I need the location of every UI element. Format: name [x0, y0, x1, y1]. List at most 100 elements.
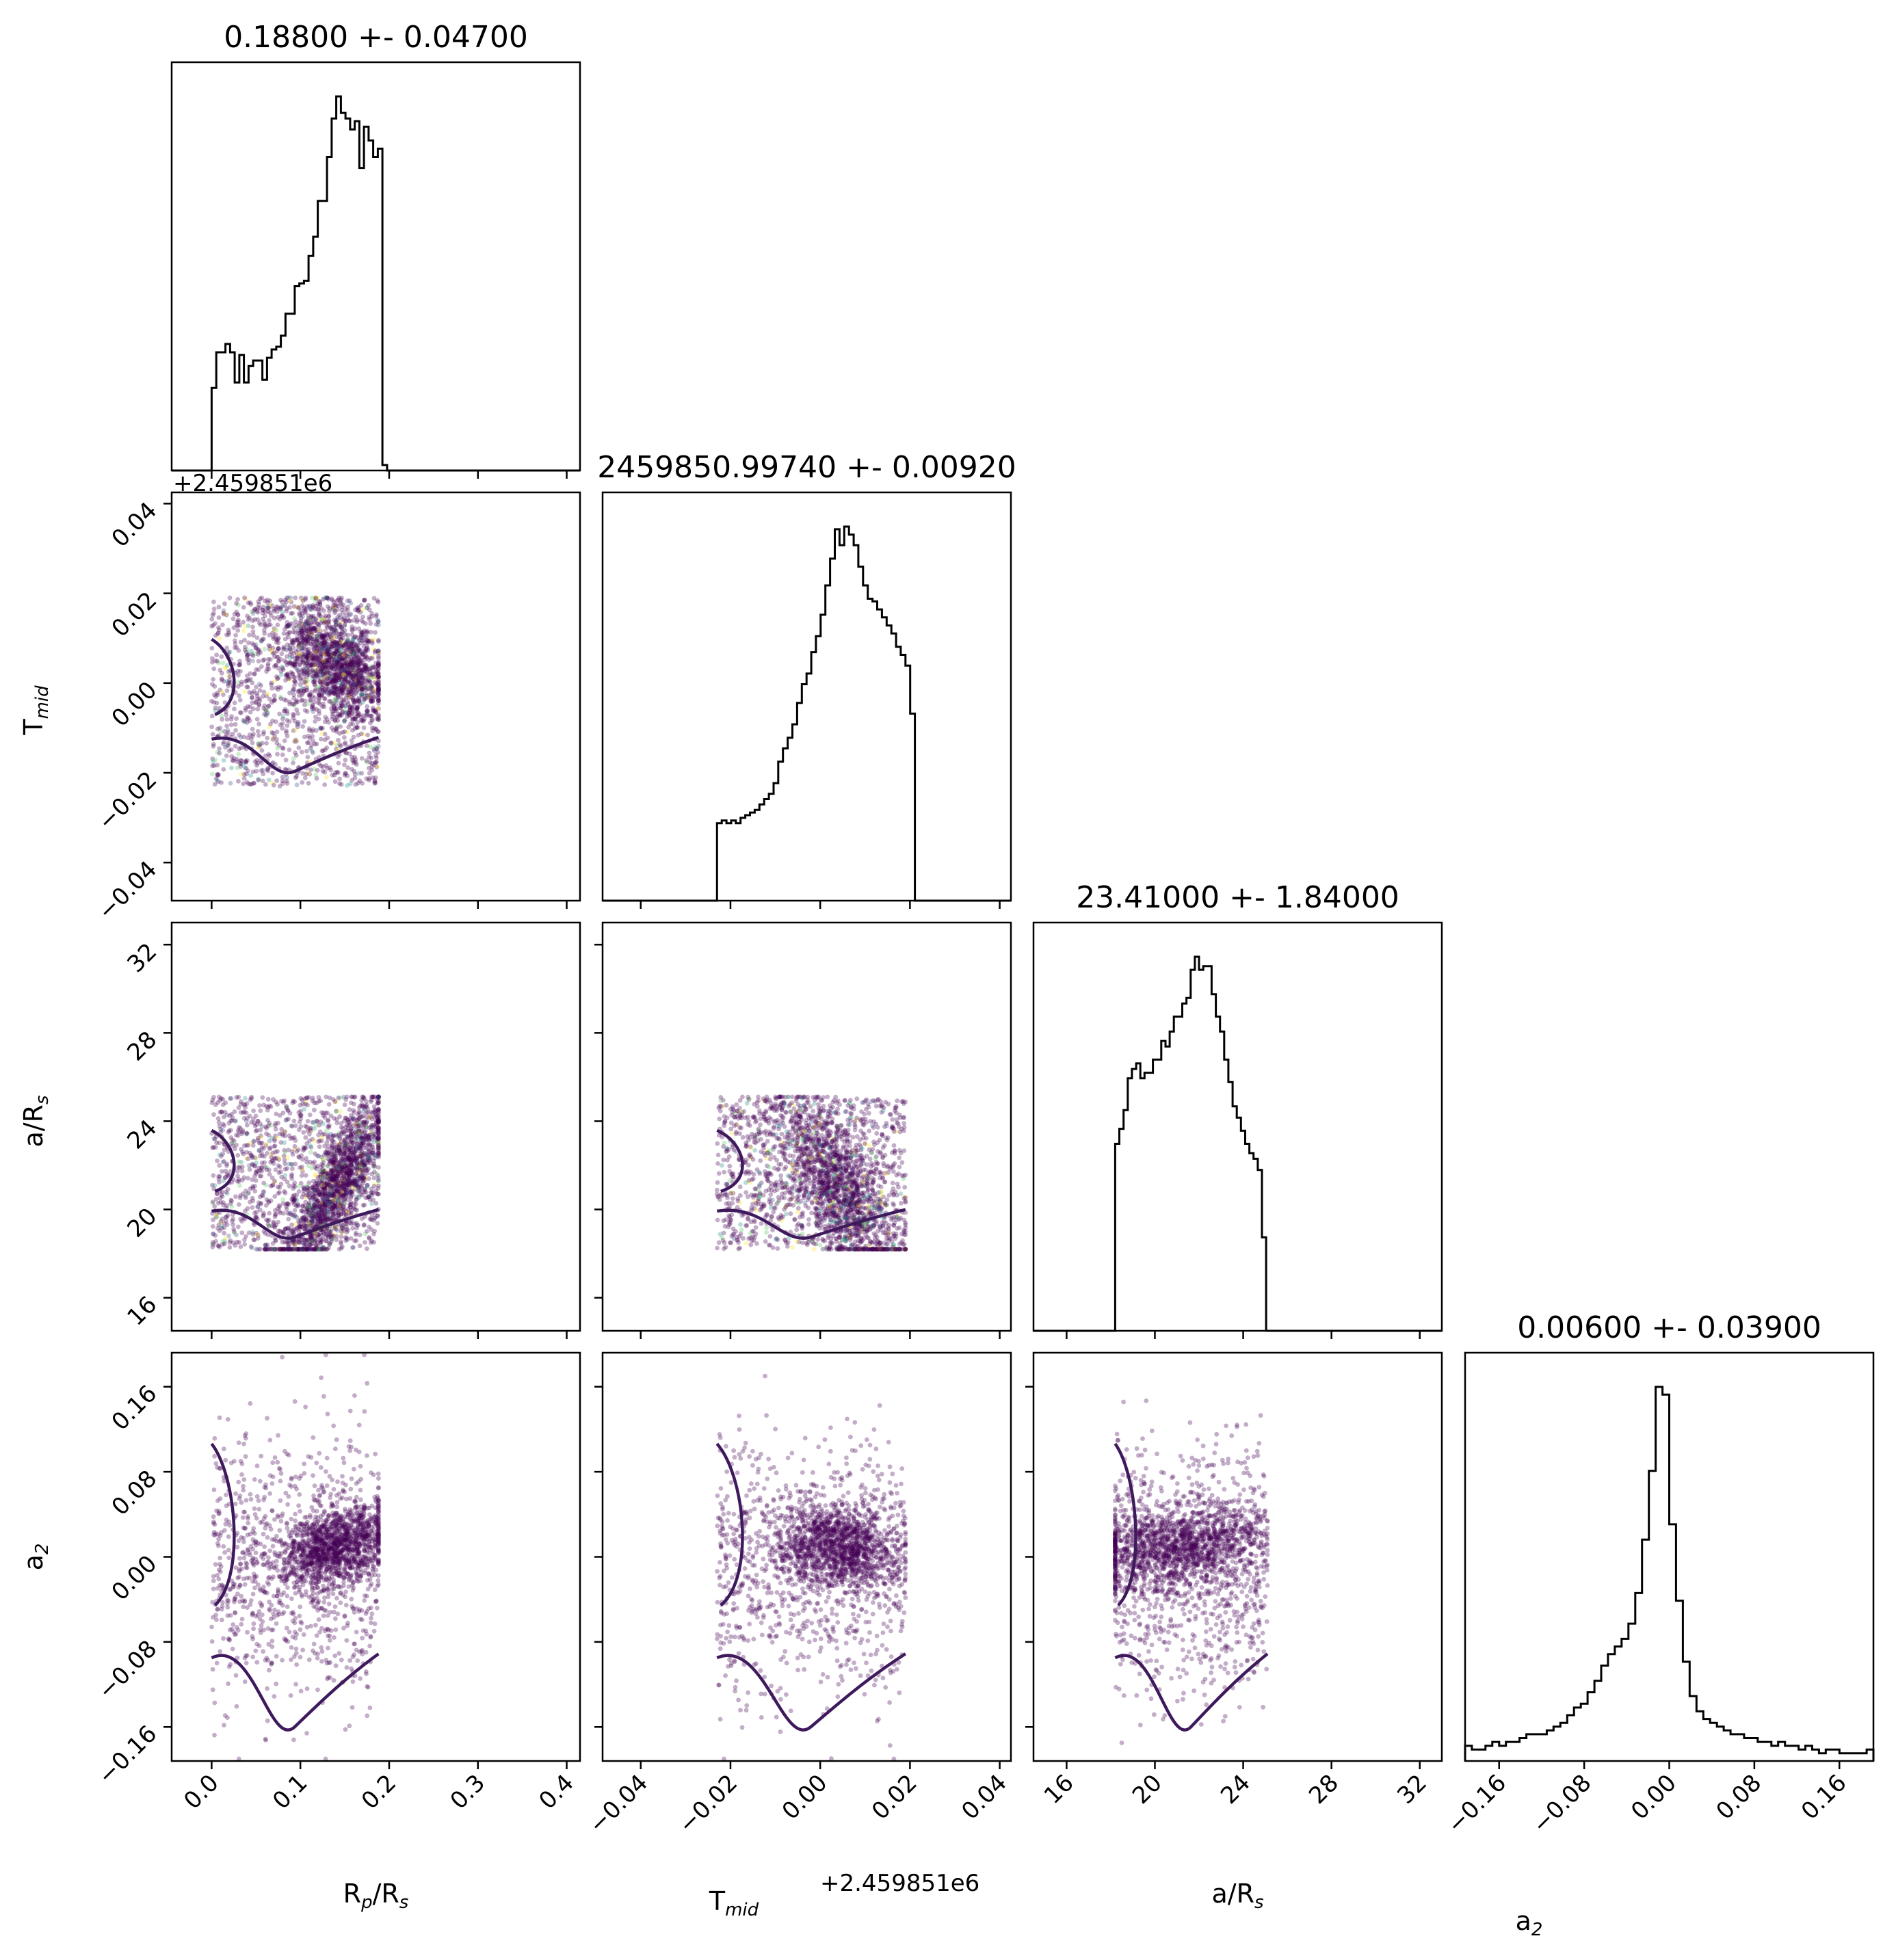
scatter-point	[311, 1194, 316, 1200]
scatter-point	[261, 771, 266, 777]
scatter-point	[251, 608, 256, 613]
scatter-point	[339, 644, 344, 650]
scatter-point	[350, 1165, 356, 1171]
scatter-point	[354, 1207, 360, 1213]
scatter-point	[359, 1135, 365, 1140]
scatter-point	[361, 1223, 367, 1228]
scatter-point	[310, 1137, 315, 1142]
scatter-point	[354, 762, 359, 767]
scatter-point	[326, 1232, 331, 1237]
scatter-point	[332, 1186, 338, 1191]
scatter-point	[285, 1155, 290, 1161]
scatter-point	[310, 657, 315, 662]
scatter-point	[358, 671, 363, 676]
scatter-point	[278, 605, 284, 610]
scatter-point	[256, 733, 261, 738]
scatter-point	[339, 637, 344, 643]
scatter-point	[334, 649, 339, 654]
scatter-point	[331, 701, 336, 706]
scatter-point	[296, 721, 301, 727]
scatter-point	[350, 691, 355, 697]
scatter-point	[338, 671, 343, 676]
scatter-point	[329, 706, 334, 711]
scatter-point	[300, 1098, 305, 1102]
scatter-point	[211, 599, 216, 605]
scatter-point	[348, 661, 353, 665]
scatter-point	[354, 698, 360, 703]
scatter-point	[345, 639, 350, 645]
scatter-point	[260, 1153, 265, 1158]
scatter-point	[317, 1192, 322, 1197]
scatter-point	[347, 1157, 352, 1163]
scatter-point	[365, 628, 369, 634]
scatter-point	[356, 1186, 361, 1191]
scatter-point	[323, 665, 328, 670]
scatter-point	[293, 662, 298, 667]
scatter-point	[376, 1116, 381, 1122]
scatter-point	[341, 651, 347, 656]
histogram-rp	[172, 95, 580, 472]
scatter-point	[309, 1204, 315, 1210]
scatter-point	[374, 1123, 380, 1128]
scatter-point	[304, 670, 308, 675]
scatter-point	[334, 1133, 340, 1139]
scatter-point	[338, 1195, 343, 1201]
scatter-point	[353, 760, 358, 765]
scatter-point	[233, 638, 237, 644]
scatter-point	[324, 624, 330, 629]
scatter-point	[280, 1197, 286, 1202]
scatter-point	[333, 602, 339, 608]
scatter-point	[352, 663, 357, 668]
scatter-point	[321, 680, 326, 685]
scatter-point	[304, 669, 310, 674]
scatter-point	[272, 609, 277, 614]
scatter-point	[319, 1208, 324, 1213]
scatter-point	[325, 633, 330, 637]
scatter-point	[318, 1221, 323, 1227]
scatter-point	[257, 688, 263, 693]
scatter-point	[233, 645, 237, 650]
scatter-point	[297, 1120, 302, 1124]
scatter-point	[358, 1165, 363, 1171]
scatter-point	[327, 676, 332, 680]
scatter-point	[329, 1172, 334, 1177]
scatter-point	[285, 654, 289, 659]
scatter-point	[365, 1246, 369, 1252]
scatter-point	[330, 660, 335, 665]
scatter-point	[319, 1171, 324, 1177]
scatter-point	[308, 1211, 314, 1217]
scatter-point	[317, 610, 322, 615]
scatter-point	[363, 662, 368, 667]
scatter-point	[354, 665, 359, 671]
scatter-point	[243, 708, 248, 713]
scatter-point	[347, 618, 353, 624]
scatter-point	[299, 628, 304, 633]
scatter-point	[275, 622, 280, 628]
scatter-point	[246, 600, 251, 605]
scatter-point	[304, 1095, 309, 1100]
scatter-point	[354, 652, 359, 658]
scatter-point	[304, 1247, 309, 1252]
scatter-point	[338, 647, 343, 652]
scatter-point	[218, 1174, 222, 1179]
scatter-point	[337, 742, 343, 747]
scatter-point	[304, 661, 309, 667]
scatter-point	[223, 1168, 228, 1174]
scatter-point	[350, 657, 354, 662]
scatter-point	[231, 1240, 236, 1245]
scatter-point	[271, 636, 276, 641]
scatter-point	[341, 1189, 346, 1195]
scatter-point	[341, 1204, 345, 1209]
scatter-point	[232, 1109, 237, 1114]
scatter-point	[356, 656, 361, 661]
scatter-point	[217, 1228, 222, 1233]
scatter-point	[367, 778, 371, 783]
scatter-point	[328, 1159, 333, 1165]
scatter-point	[333, 677, 339, 683]
scatter-point	[297, 1224, 302, 1230]
scatter-point	[211, 1217, 215, 1223]
scatter-point	[342, 669, 347, 674]
scatter-point	[346, 689, 352, 695]
scatter-point	[281, 708, 287, 714]
scatter-point	[346, 713, 352, 719]
